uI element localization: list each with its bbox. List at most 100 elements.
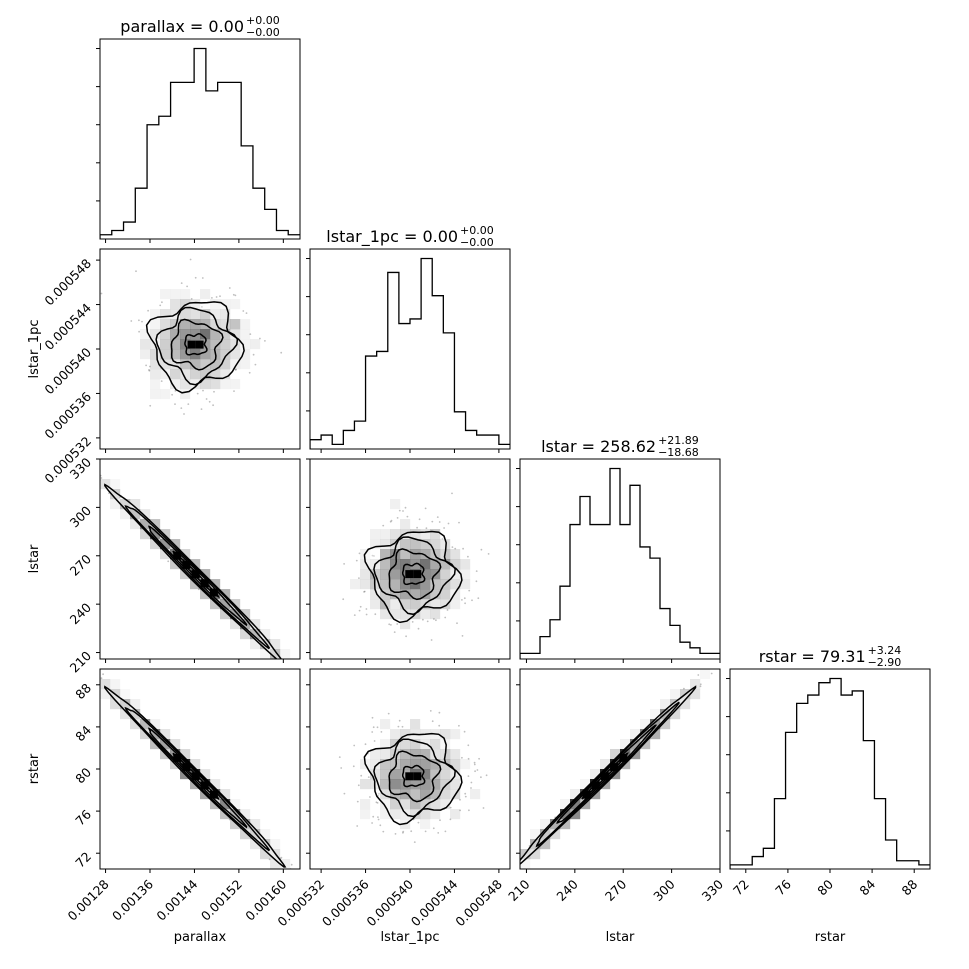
sample-point bbox=[167, 560, 170, 563]
sample-point bbox=[97, 679, 99, 681]
density-cell bbox=[520, 859, 531, 869]
sample-point bbox=[462, 547, 464, 550]
density-peak bbox=[582, 790, 591, 799]
sample-point bbox=[340, 767, 343, 769]
density-cell bbox=[230, 599, 241, 610]
density-cell bbox=[410, 539, 421, 550]
sample-point bbox=[438, 724, 441, 727]
sample-point bbox=[213, 390, 215, 393]
sample-point bbox=[141, 320, 143, 323]
sample-point bbox=[135, 270, 137, 273]
sample-point bbox=[174, 403, 176, 405]
contours-parallax-lstar_1pc bbox=[145, 301, 245, 394]
density-cell bbox=[570, 799, 581, 810]
sample-point bbox=[512, 869, 514, 871]
density-peak bbox=[209, 790, 218, 799]
density-cell bbox=[420, 799, 431, 810]
density-peak bbox=[600, 772, 609, 781]
density-cell bbox=[410, 799, 421, 810]
density-cell bbox=[450, 809, 461, 820]
density-cell bbox=[420, 759, 431, 770]
sample-point bbox=[313, 688, 315, 690]
sample-point bbox=[363, 590, 366, 593]
density-cell bbox=[220, 599, 231, 610]
sample-point bbox=[280, 666, 282, 668]
density-peak bbox=[173, 753, 182, 762]
density-peak bbox=[591, 781, 600, 790]
sample-point bbox=[699, 685, 702, 688]
x-tick-label-parallax: 0.00152 bbox=[198, 877, 245, 924]
sample-point bbox=[145, 364, 148, 367]
density-cell bbox=[220, 609, 231, 620]
sample-point bbox=[245, 312, 248, 314]
density-cell bbox=[140, 529, 151, 540]
sample-point bbox=[274, 660, 276, 662]
density-cell bbox=[380, 789, 391, 800]
y-tick-label-rstar: 76 bbox=[72, 807, 94, 829]
density-cell bbox=[160, 319, 171, 330]
density-cell bbox=[670, 709, 681, 720]
density-cell bbox=[190, 309, 201, 320]
density-cell bbox=[170, 289, 181, 300]
density-cell bbox=[240, 349, 251, 360]
sample-point bbox=[242, 310, 245, 312]
sample-point bbox=[417, 821, 420, 824]
sample-point bbox=[396, 517, 399, 519]
panel-hist-rstar bbox=[729, 668, 931, 870]
x-tick-label-parallax: 0.00128 bbox=[65, 876, 112, 923]
x-tick-label-lstar: 300 bbox=[650, 876, 678, 904]
density-cell bbox=[240, 329, 251, 340]
sample-point bbox=[292, 677, 294, 679]
sample-point bbox=[293, 673, 295, 675]
x-tick-label-lstar: 210 bbox=[505, 876, 533, 904]
density-cell bbox=[440, 559, 451, 570]
density-cell bbox=[410, 529, 421, 540]
title-lower-error: −0.00 bbox=[246, 26, 280, 39]
histogram-lstar bbox=[520, 467, 720, 659]
panel-hist-lstar bbox=[519, 458, 721, 660]
density-cell bbox=[430, 539, 441, 550]
density-cell bbox=[690, 679, 701, 690]
density-cell bbox=[390, 609, 401, 620]
density-cell bbox=[660, 699, 671, 710]
title-main: parallax = 0.00 bbox=[120, 17, 244, 36]
density-cell bbox=[430, 789, 441, 800]
density-cell bbox=[380, 549, 391, 560]
sample-point bbox=[147, 309, 150, 312]
density-cell bbox=[380, 809, 391, 820]
density-cell bbox=[390, 809, 401, 820]
density-cell bbox=[190, 369, 201, 380]
density-cell bbox=[440, 739, 451, 750]
density-cell bbox=[390, 779, 401, 790]
density-cell bbox=[420, 569, 431, 580]
sample-point bbox=[365, 608, 368, 610]
density-peak bbox=[413, 570, 422, 579]
density-cell bbox=[390, 729, 401, 740]
density-cell bbox=[140, 509, 151, 520]
density-cell bbox=[150, 329, 161, 340]
sample-point bbox=[211, 297, 213, 299]
density-cell bbox=[150, 309, 161, 320]
sample-point bbox=[467, 744, 470, 747]
y-tick-label-lstar_1pc: 0.000548 bbox=[41, 256, 94, 309]
density-cell bbox=[230, 349, 241, 360]
density-cell bbox=[180, 309, 191, 320]
sample-point bbox=[380, 731, 383, 733]
density-cell bbox=[400, 739, 411, 750]
density-cell bbox=[160, 539, 171, 550]
sample-point bbox=[228, 818, 231, 821]
x-tick-label-lstar_1pc: 0.000540 bbox=[363, 876, 416, 929]
y-tick-label-lstar: 270 bbox=[67, 551, 95, 579]
y-tick-label-lstar_1pc: 0.000544 bbox=[41, 300, 94, 353]
sample-point bbox=[398, 719, 401, 722]
sample-point bbox=[249, 333, 252, 335]
density-cell bbox=[140, 729, 151, 740]
x-axis-label-lstar_1pc: lstar_1pc bbox=[381, 930, 440, 945]
density-cell bbox=[670, 699, 681, 710]
sample-point bbox=[475, 580, 478, 583]
density-cell bbox=[110, 679, 120, 689]
density-cell bbox=[270, 639, 281, 650]
density-cell bbox=[250, 819, 261, 830]
density-cell bbox=[230, 359, 241, 370]
